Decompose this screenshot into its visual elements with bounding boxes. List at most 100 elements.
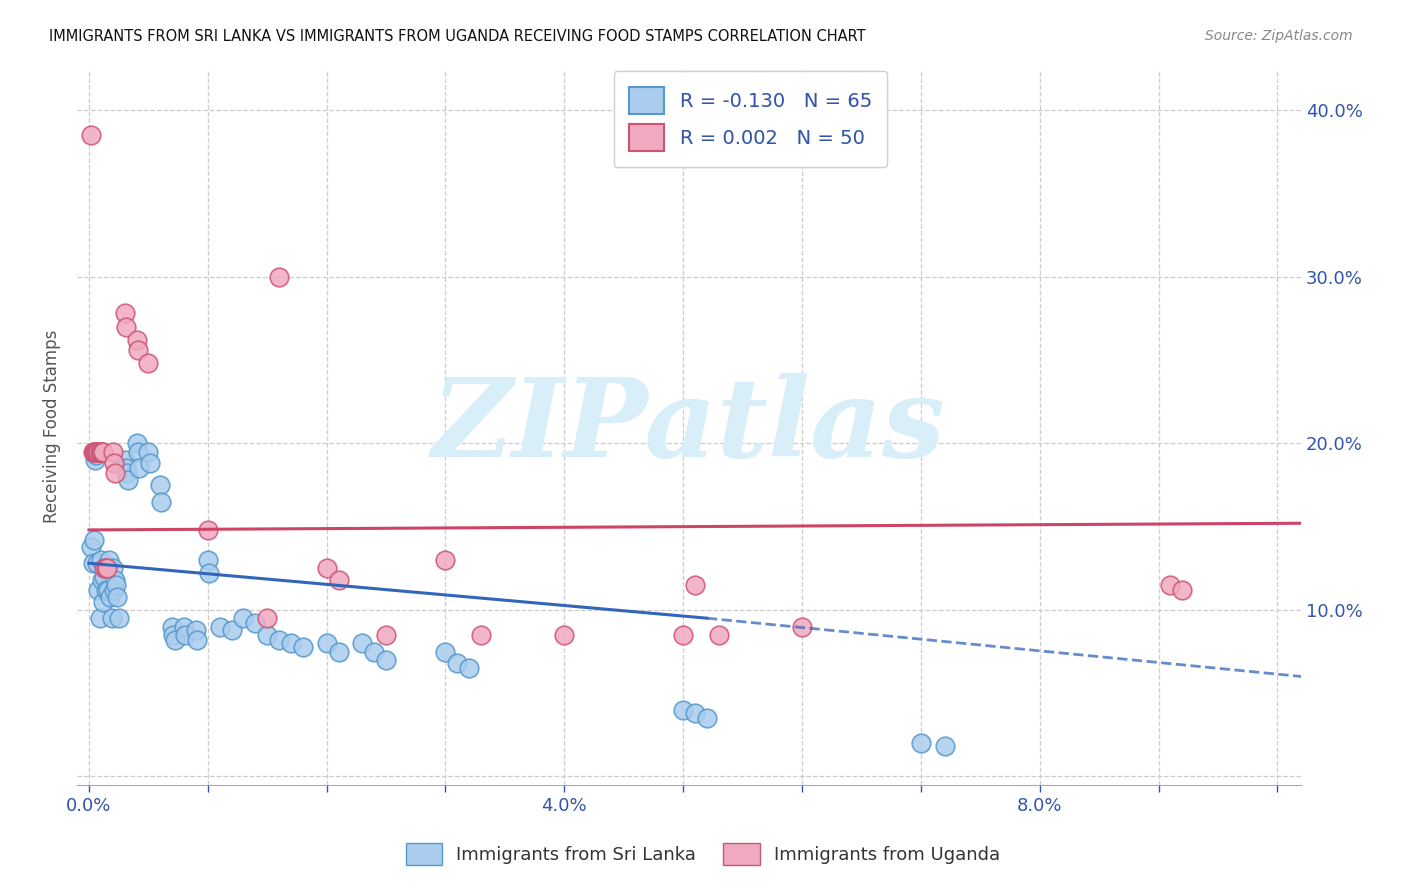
Point xyxy=(127,343,149,357)
Point xyxy=(91,444,114,458)
Point xyxy=(114,461,136,475)
Point xyxy=(103,456,125,470)
Point xyxy=(114,453,136,467)
Point xyxy=(105,578,128,592)
Point xyxy=(328,644,350,658)
Point xyxy=(672,628,695,642)
Point xyxy=(114,319,136,334)
Point xyxy=(707,628,730,642)
Point xyxy=(84,444,107,458)
Point xyxy=(83,444,105,458)
Y-axis label: Receiving Food Stamps: Receiving Food Stamps xyxy=(44,330,60,524)
Point xyxy=(84,448,107,462)
Point xyxy=(93,561,115,575)
Point xyxy=(84,444,107,458)
Point xyxy=(94,582,117,597)
Point xyxy=(82,556,104,570)
Point xyxy=(696,711,718,725)
Point xyxy=(101,561,124,575)
Point xyxy=(87,444,110,458)
Legend: Immigrants from Sri Lanka, Immigrants from Uganda: Immigrants from Sri Lanka, Immigrants fr… xyxy=(399,836,1007,872)
Point xyxy=(198,566,221,581)
Text: Source: ZipAtlas.com: Source: ZipAtlas.com xyxy=(1205,29,1353,43)
Point xyxy=(87,582,110,597)
Point xyxy=(86,556,108,570)
Point xyxy=(186,632,208,647)
Point xyxy=(125,436,148,450)
Point xyxy=(446,656,468,670)
Point xyxy=(269,269,291,284)
Point xyxy=(221,623,243,637)
Point xyxy=(363,644,385,658)
Point xyxy=(127,444,149,458)
Point xyxy=(103,582,125,597)
Point xyxy=(256,611,278,625)
Point xyxy=(89,611,111,625)
Point xyxy=(269,632,291,647)
Point xyxy=(197,523,219,537)
Point xyxy=(117,473,139,487)
Point xyxy=(375,628,398,642)
Point xyxy=(104,467,127,481)
Point xyxy=(434,644,457,658)
Point xyxy=(80,128,103,143)
Point xyxy=(115,467,138,481)
Point xyxy=(1159,578,1181,592)
Point xyxy=(98,590,121,604)
Point xyxy=(208,619,231,633)
Point xyxy=(107,590,129,604)
Point xyxy=(86,444,108,458)
Point xyxy=(94,561,117,575)
Point xyxy=(173,619,195,633)
Point xyxy=(138,456,160,470)
Point xyxy=(80,540,103,554)
Point xyxy=(114,306,136,320)
Point xyxy=(163,632,186,647)
Point xyxy=(138,444,160,458)
Point xyxy=(197,553,219,567)
Point xyxy=(91,444,114,458)
Point xyxy=(128,461,150,475)
Point xyxy=(352,636,374,650)
Point xyxy=(458,661,481,675)
Point xyxy=(150,494,173,508)
Point xyxy=(96,561,118,575)
Point xyxy=(125,333,148,347)
Point xyxy=(375,653,398,667)
Point xyxy=(672,703,695,717)
Point xyxy=(256,628,278,642)
Point xyxy=(160,619,183,633)
Point xyxy=(91,573,114,587)
Point xyxy=(934,739,956,754)
Point xyxy=(553,628,575,642)
Point xyxy=(683,706,706,720)
Point xyxy=(184,623,207,637)
Point xyxy=(683,578,706,592)
Point xyxy=(434,553,457,567)
Point xyxy=(83,533,105,547)
Point xyxy=(98,553,121,567)
Point xyxy=(470,628,492,642)
Point xyxy=(291,640,314,654)
Point xyxy=(790,619,813,633)
Point xyxy=(100,611,122,625)
Point xyxy=(138,356,160,370)
Point xyxy=(315,561,337,575)
Point xyxy=(84,453,107,467)
Point xyxy=(97,582,120,597)
Point xyxy=(1171,582,1194,597)
Point xyxy=(104,573,127,587)
Text: IMMIGRANTS FROM SRI LANKA VS IMMIGRANTS FROM UGANDA RECEIVING FOOD STAMPS CORREL: IMMIGRANTS FROM SRI LANKA VS IMMIGRANTS … xyxy=(49,29,866,44)
Legend: R = -0.130   N = 65, R = 0.002   N = 50: R = -0.130 N = 65, R = 0.002 N = 50 xyxy=(613,71,887,167)
Point xyxy=(328,573,350,587)
Point xyxy=(162,628,184,642)
Point xyxy=(96,561,118,575)
Text: ZIPatlas: ZIPatlas xyxy=(432,373,946,481)
Point xyxy=(107,611,129,625)
Point xyxy=(89,444,111,458)
Point xyxy=(91,594,114,608)
Point xyxy=(90,553,112,567)
Point xyxy=(280,636,302,650)
Point xyxy=(82,444,104,458)
Point xyxy=(232,611,254,625)
